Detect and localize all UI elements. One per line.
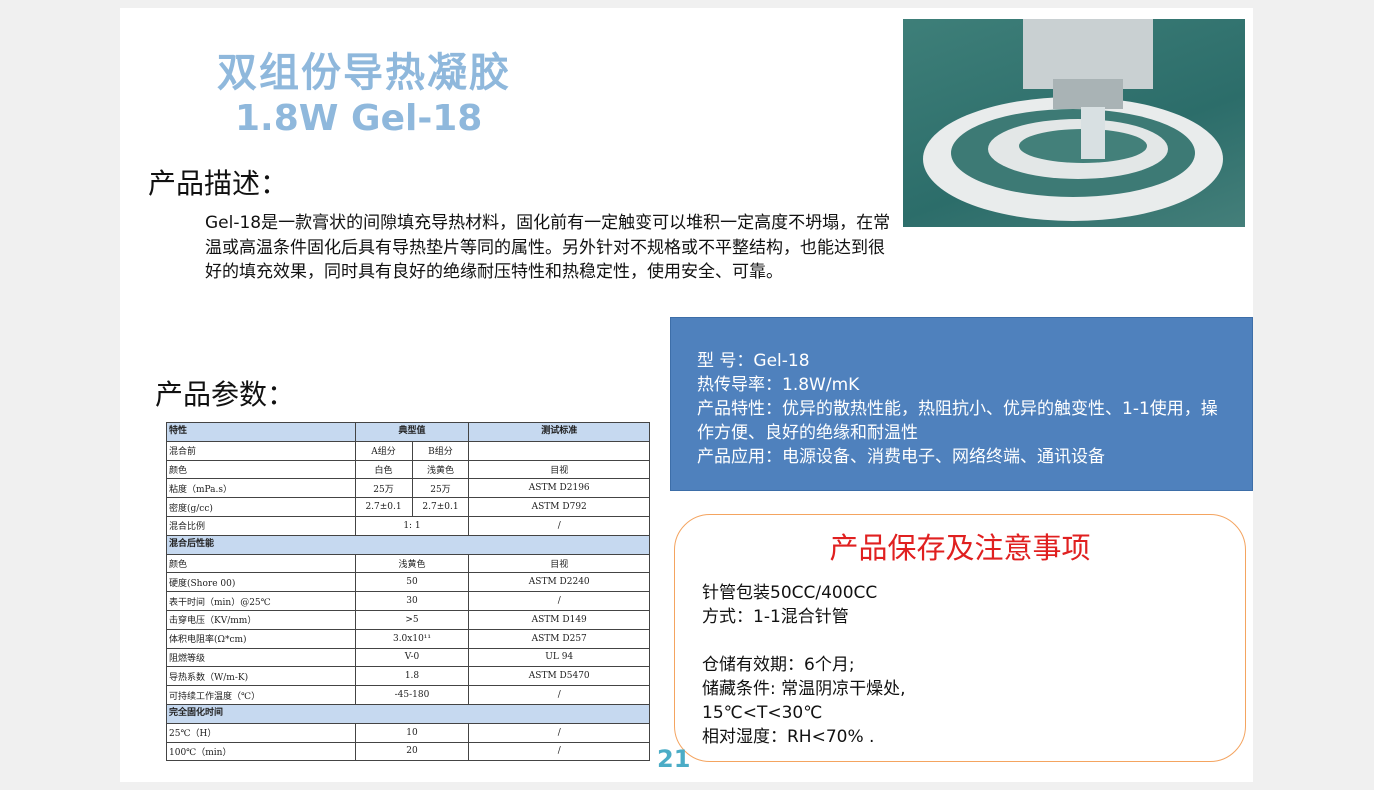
table-cell: 25万 [354, 478, 413, 499]
table-cell: 30 [354, 591, 470, 611]
product-photo [903, 19, 1245, 227]
table-cell: 密度(g/cc) [166, 497, 356, 517]
params-table: 特性 典型值 测试标准 混合前 A组分 B组分 颜色 白色 浅黄色 目视 粘度（mPa.s） 2… [166, 422, 650, 762]
params-heading: 产品参数： [155, 378, 296, 411]
table-cell: 可持续工作温度（℃） [166, 685, 356, 705]
table-header: 特性 典型值 测试标准 [166, 422, 650, 442]
storage-line: 仓储有效期：6个月; [702, 655, 855, 675]
storage-box: 产品保存及注意事项 针管包装50CC/400CC 方式：1-1混合针管 仓储有效… [674, 514, 1246, 762]
table-cell: A组分 [354, 440, 413, 461]
table-cell: 2.7±0.1 [354, 497, 413, 517]
table-cell: 阻燃等级 [166, 647, 356, 668]
table-cell: / [468, 685, 650, 705]
table-cell: 2.7±0.1 [411, 497, 470, 517]
table-row: 颜色 浅黄色 目视 [166, 553, 650, 574]
table-cell: 混合前 [166, 440, 356, 461]
storage-line: 方式：1-1混合针管 [702, 607, 849, 627]
info-applications: 产品应用：电源设备、消费电子、网络终端、通讯设备 [697, 447, 1105, 467]
table-cell: ASTM D149 [468, 609, 650, 630]
table-cell: 10 [354, 722, 470, 743]
table-cell: V-0 [354, 647, 470, 668]
table-row: 粘度（mPa.s） 25万 25万 ASTM D2196 [166, 478, 650, 499]
page-number: 21 [657, 745, 691, 773]
table-cell: B组分 [411, 440, 470, 461]
table-row: 颜色 白色 浅黄色 目视 [166, 459, 650, 480]
table-cell: 颜色 [166, 459, 356, 480]
table-cell [468, 440, 650, 461]
table-cell: UL 94 [468, 647, 650, 668]
table-cell: 导热系数（W/m-K) [166, 666, 356, 687]
storage-title: 产品保存及注意事项 [829, 531, 1091, 565]
description: Gel-18是一款膏状的间隙填充导热材料，固化前有一定触变可以堆积一定高度不坍塌… [205, 213, 891, 282]
table-cell: / [468, 722, 650, 743]
table-row: 体积电阻率(Ω*cm) 3.0x10¹¹ ASTM D257 [166, 628, 650, 649]
table-cell: 20 [354, 741, 470, 762]
table-cell: 3.0x10¹¹ [354, 628, 470, 649]
table-cell: -45-180 [354, 685, 470, 705]
table-row: 密度(g/cc) 2.7±0.1 2.7±0.1 ASTM D792 [166, 497, 650, 517]
table-cell: / [468, 515, 650, 536]
table-row: 混合后性能 [166, 534, 650, 555]
table-row: 表干时间（min）@25℃ 30/ [166, 591, 650, 611]
table-row: 混合比例 1: 1/ [166, 515, 650, 536]
info-features: 产品特性：优异的散热性能，热阻抗小、优异的触变性、1-1使用，操作方便、良好的绝… [697, 399, 1218, 443]
table-cell: 浅黄色 [411, 459, 470, 480]
table-cell: 表干时间（min）@25℃ [166, 591, 356, 611]
table-cell: 体积电阻率(Ω*cm) [166, 628, 356, 649]
table-row: 25℃（H） 10/ [166, 722, 650, 743]
table-cell: ASTM D5470 [468, 666, 650, 687]
table-cell: 粘度（mPa.s） [166, 478, 356, 499]
table-row: 击穿电压（KV/mm） >5 ASTM D149 [166, 609, 650, 630]
storage-line: 相对湿度：RH<70% . [702, 727, 875, 747]
table-row: 硬度(Shore 00) 50 ASTM D2240 [166, 572, 650, 593]
storage-line: 针管包装50CC/400CC [702, 583, 878, 603]
page-subtitle: 1.8W Gel-18 [235, 98, 483, 139]
info-model: 型 号：Gel-18 [697, 351, 810, 371]
table-cell: 完全固化时间 [166, 703, 650, 724]
header-cell: 测试标准 [468, 422, 650, 442]
storage-spacer [702, 629, 906, 653]
table-cell: 混合后性能 [166, 534, 650, 555]
table-cell: 1: 1 [354, 515, 470, 536]
product-info-box: 型 号：Gel-18 热传导率：1.8W/mK 产品特性：优异的散热性能，热阻抗… [670, 317, 1253, 491]
header-cell: 典型值 [354, 422, 470, 442]
table-row: 可持续工作温度（℃） -45-180/ [166, 685, 650, 705]
table-cell: 25万 [411, 478, 470, 499]
table-cell: ASTM D792 [468, 497, 650, 517]
table-cell: ASTM D2240 [468, 572, 650, 593]
table-cell: 目视 [468, 553, 650, 574]
table-cell: 50 [354, 572, 470, 593]
table-row: 阻燃等级 V-0 UL 94 [166, 647, 650, 668]
table-cell: / [468, 741, 650, 762]
page-title: 双组份导热凝胶 [217, 50, 511, 96]
table-cell: / [468, 591, 650, 611]
table-cell: 25℃（H） [166, 722, 356, 743]
table-cell: 颜色 [166, 553, 356, 574]
table-cell: ASTM D2196 [468, 478, 650, 499]
storage-line: 15℃<T<30℃ [702, 703, 823, 723]
table-cell: 硬度(Shore 00) [166, 572, 356, 593]
desc-heading: 产品描述： [148, 167, 289, 200]
table-row: 混合前 A组分 B组分 [166, 440, 650, 461]
table-cell: 浅黄色 [354, 553, 470, 574]
table-row: 100℃（min） 20/ [166, 741, 650, 762]
table-cell: >5 [354, 609, 470, 630]
header-cell: 特性 [166, 422, 356, 442]
table-cell: 白色 [354, 459, 413, 480]
storage-line: 储藏条件: 常温阴凉干燥处, [702, 679, 906, 699]
table-cell: 目视 [468, 459, 650, 480]
table-cell: 击穿电压（KV/mm） [166, 609, 356, 630]
table-row: 导热系数（W/m-K) 1.8 ASTM D5470 [166, 666, 650, 687]
table-cell: 混合比例 [166, 515, 356, 536]
table-cell: 100℃（min） [166, 741, 356, 762]
table-cell: 1.8 [354, 666, 470, 687]
table-row: 完全固化时间 [166, 703, 650, 724]
info-conductivity: 热传导率：1.8W/mK [697, 375, 860, 395]
table-cell: ASTM D257 [468, 628, 650, 649]
